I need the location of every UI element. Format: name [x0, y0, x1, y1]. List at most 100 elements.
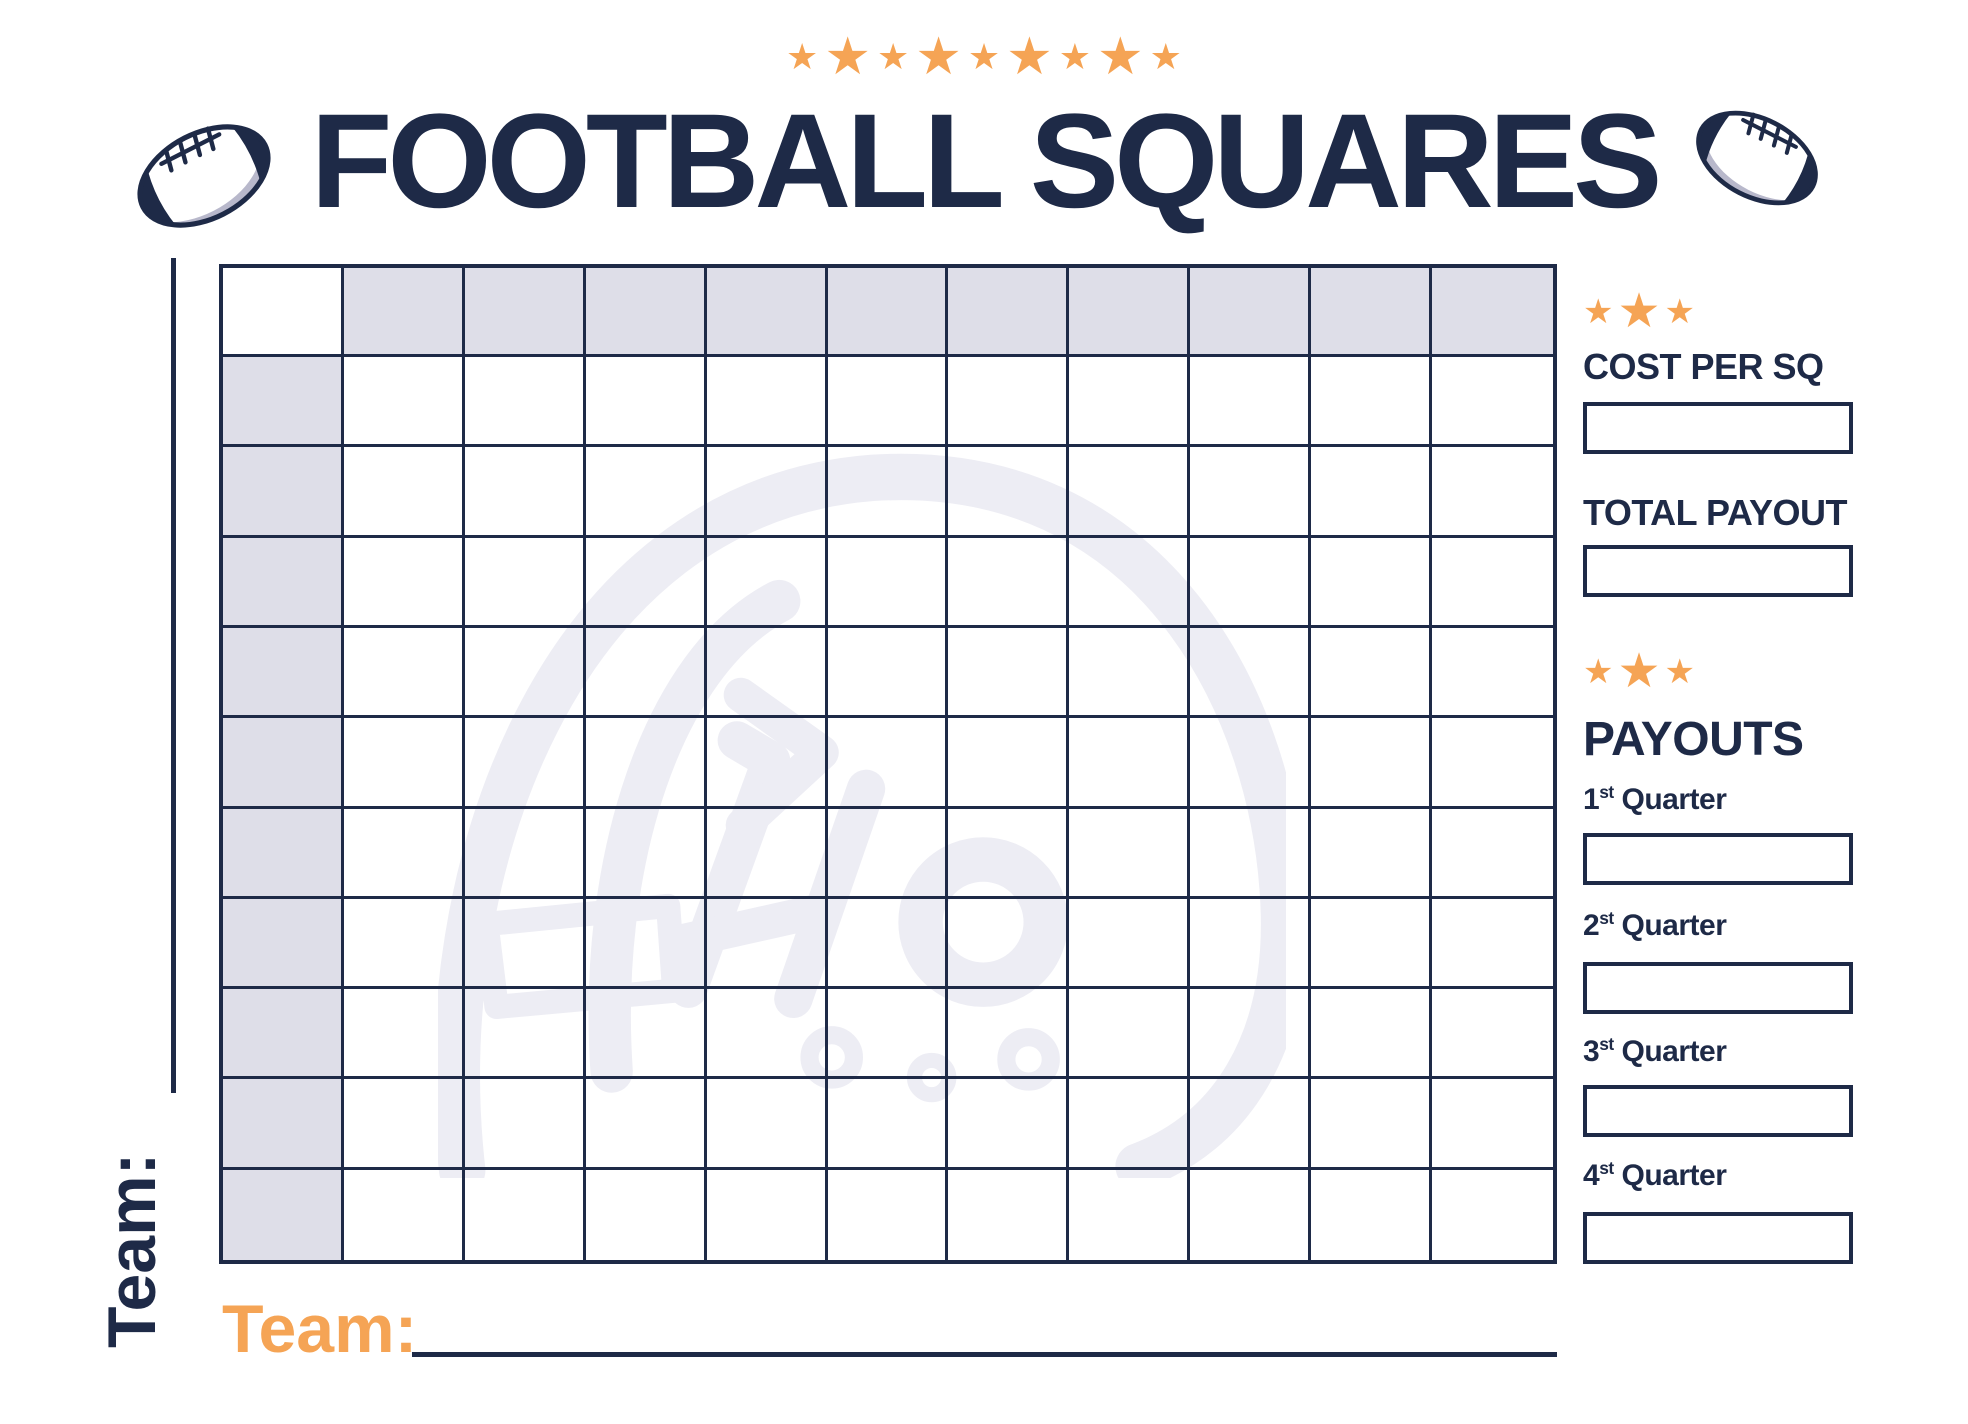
grid-cell[interactable] — [948, 898, 1070, 990]
grid-cell[interactable] — [706, 1079, 828, 1170]
grid-cell[interactable] — [707, 1169, 828, 1260]
total-payout-box[interactable] — [1583, 545, 1853, 597]
grid-cell[interactable] — [464, 808, 586, 899]
grid-cell[interactable] — [343, 447, 465, 538]
grid-cell[interactable] — [1432, 447, 1553, 538]
grid-cell[interactable] — [343, 989, 465, 1080]
grid-cell[interactable] — [1311, 718, 1433, 809]
grid-cell[interactable] — [586, 1169, 707, 1260]
grid-cell[interactable] — [1432, 1079, 1553, 1170]
grid-cell[interactable] — [1311, 808, 1433, 899]
grid-cell[interactable] — [343, 1079, 465, 1170]
grid-cell[interactable] — [948, 537, 1070, 628]
grid-cell[interactable] — [464, 898, 586, 990]
column-header-cell[interactable] — [1432, 268, 1553, 357]
quarter-2-payout-box[interactable] — [1583, 962, 1853, 1014]
column-header-cell[interactable] — [343, 268, 465, 357]
grid-cell[interactable] — [585, 1079, 707, 1170]
grid-cell[interactable] — [948, 718, 1070, 809]
row-header-cell[interactable] — [223, 808, 344, 899]
grid-cell[interactable] — [1069, 1079, 1191, 1170]
column-header-cell[interactable] — [1311, 268, 1433, 357]
grid-cell[interactable] — [948, 1169, 1070, 1260]
column-header-cell[interactable] — [585, 268, 707, 357]
grid-cell[interactable] — [948, 808, 1070, 899]
grid-cell[interactable] — [1311, 898, 1433, 990]
grid-cell[interactable] — [706, 627, 828, 719]
grid-cell[interactable] — [464, 447, 586, 538]
grid-cell[interactable] — [585, 357, 707, 448]
grid-cell[interactable] — [827, 898, 949, 990]
grid-cell[interactable] — [343, 537, 465, 628]
column-header-cell[interactable] — [464, 268, 586, 357]
row-header-cell[interactable] — [223, 1079, 344, 1170]
quarter-4-payout-box[interactable] — [1583, 1212, 1853, 1264]
grid-cell[interactable] — [1069, 898, 1191, 990]
row-header-cell[interactable] — [223, 989, 344, 1080]
grid-cell[interactable] — [1311, 447, 1433, 538]
quarter-3-payout-box[interactable] — [1583, 1085, 1853, 1137]
grid-cell[interactable] — [1311, 989, 1433, 1080]
grid-cell[interactable] — [343, 808, 465, 899]
grid-cell[interactable] — [464, 537, 586, 628]
grid-cell[interactable] — [1311, 357, 1433, 448]
grid-cell[interactable] — [1069, 1169, 1191, 1260]
grid-cell[interactable] — [827, 1079, 949, 1170]
grid-cell[interactable] — [1190, 357, 1312, 448]
grid-cell[interactable] — [948, 989, 1070, 1080]
grid-cell[interactable] — [827, 718, 949, 809]
grid-cell[interactable] — [1069, 447, 1191, 538]
grid-cell[interactable] — [1311, 1079, 1433, 1170]
column-header-cell[interactable] — [706, 268, 828, 357]
row-header-cell[interactable] — [223, 447, 344, 538]
grid-cell[interactable] — [1190, 447, 1312, 538]
grid-cell[interactable] — [464, 1079, 586, 1170]
row-header-cell[interactable] — [223, 718, 344, 809]
grid-cell[interactable] — [585, 447, 707, 538]
grid-cell[interactable] — [948, 357, 1070, 448]
grid-cell[interactable] — [948, 1079, 1070, 1170]
quarter-1-payout-box[interactable] — [1583, 833, 1853, 885]
grid-cell[interactable] — [585, 537, 707, 628]
grid-cell[interactable] — [1190, 1079, 1312, 1170]
grid-cell[interactable] — [706, 989, 828, 1080]
grid-cell[interactable] — [1190, 718, 1312, 809]
grid-cell[interactable] — [1190, 1169, 1312, 1260]
grid-cell[interactable] — [344, 1169, 465, 1260]
column-header-cell[interactable] — [948, 268, 1070, 357]
grid-cell[interactable] — [948, 627, 1070, 719]
grid-cell[interactable] — [343, 357, 465, 448]
grid-cell[interactable] — [1432, 357, 1553, 448]
team-name-line-vertical[interactable] — [171, 258, 176, 1093]
grid-cell[interactable] — [1432, 989, 1553, 1080]
row-header-cell[interactable] — [223, 898, 344, 990]
grid-cell[interactable] — [706, 718, 828, 809]
grid-cell[interactable] — [1432, 809, 1553, 899]
grid-cell[interactable] — [1190, 537, 1312, 628]
cost-per-sq-box[interactable] — [1583, 402, 1853, 454]
grid-cell[interactable] — [827, 447, 949, 538]
grid-cell[interactable] — [464, 718, 586, 809]
grid-cell[interactable] — [948, 447, 1070, 538]
grid-cell[interactable] — [827, 989, 949, 1080]
grid-cell[interactable] — [1432, 1170, 1553, 1260]
grid-cell[interactable] — [1069, 989, 1191, 1080]
row-header-cell[interactable] — [223, 627, 344, 719]
grid-cell[interactable] — [706, 537, 828, 628]
grid-cell[interactable] — [1432, 899, 1553, 990]
grid-cell[interactable] — [1069, 357, 1191, 448]
grid-cell[interactable] — [827, 808, 949, 899]
grid-cell[interactable] — [706, 357, 828, 448]
grid-cell[interactable] — [827, 627, 949, 719]
grid-cell[interactable] — [1190, 808, 1312, 899]
grid-cell[interactable] — [464, 357, 586, 448]
grid-cell[interactable] — [343, 627, 465, 719]
grid-cell[interactable] — [343, 898, 465, 990]
grid-cell[interactable] — [1190, 627, 1312, 719]
grid-cell[interactable] — [343, 718, 465, 809]
grid-cell[interactable] — [1190, 898, 1312, 990]
grid-cell[interactable] — [1311, 627, 1433, 719]
grid-cell[interactable] — [464, 989, 586, 1080]
team-name-line-horizontal[interactable] — [412, 1352, 1557, 1357]
grid-cell[interactable] — [1432, 628, 1553, 719]
